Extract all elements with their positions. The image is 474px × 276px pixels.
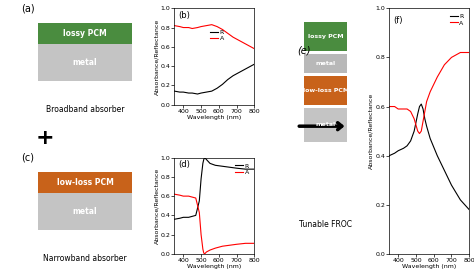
Text: low-loss PCM: low-loss PCM: [57, 178, 114, 187]
Text: (d): (d): [178, 160, 190, 169]
Bar: [304, 108, 347, 142]
Y-axis label: Absorbance/Reflectance: Absorbance/Reflectance: [154, 18, 159, 95]
X-axis label: Wavelength (nm): Wavelength (nm): [187, 115, 242, 120]
Text: metal: metal: [316, 61, 336, 66]
Bar: [304, 54, 347, 73]
Text: (e): (e): [297, 45, 311, 55]
Text: lossy PCM: lossy PCM: [64, 29, 107, 38]
Bar: [38, 23, 132, 44]
Text: (a): (a): [21, 4, 35, 14]
X-axis label: Wavelength (nm): Wavelength (nm): [187, 264, 242, 269]
Text: metal: metal: [316, 123, 336, 128]
Text: +: +: [36, 128, 55, 148]
Bar: [38, 193, 132, 230]
Text: metal: metal: [73, 58, 98, 67]
Bar: [38, 44, 132, 81]
Text: (b): (b): [178, 11, 190, 20]
Legend: R, A: R, A: [208, 27, 227, 44]
X-axis label: Wavelength (nm): Wavelength (nm): [402, 264, 456, 269]
Text: Tunable FROC: Tunable FROC: [299, 220, 352, 229]
Bar: [38, 172, 132, 193]
Legend: R, A: R, A: [447, 11, 466, 28]
Bar: [304, 76, 347, 105]
Legend: R, A: R, A: [233, 161, 251, 177]
Text: (c): (c): [21, 153, 34, 163]
Text: lossy PCM: lossy PCM: [308, 34, 344, 39]
Text: Broadband absorber: Broadband absorber: [46, 105, 125, 114]
Text: Narrowband absorber: Narrowband absorber: [43, 254, 127, 263]
Y-axis label: Absorbance/Reflectance: Absorbance/Reflectance: [369, 93, 374, 169]
Text: metal: metal: [73, 207, 98, 216]
Bar: [304, 22, 347, 51]
Text: low-loss PCM: low-loss PCM: [302, 88, 349, 93]
Y-axis label: Absorbance/Reflectance: Absorbance/Reflectance: [154, 168, 159, 244]
Text: (f): (f): [393, 16, 403, 25]
